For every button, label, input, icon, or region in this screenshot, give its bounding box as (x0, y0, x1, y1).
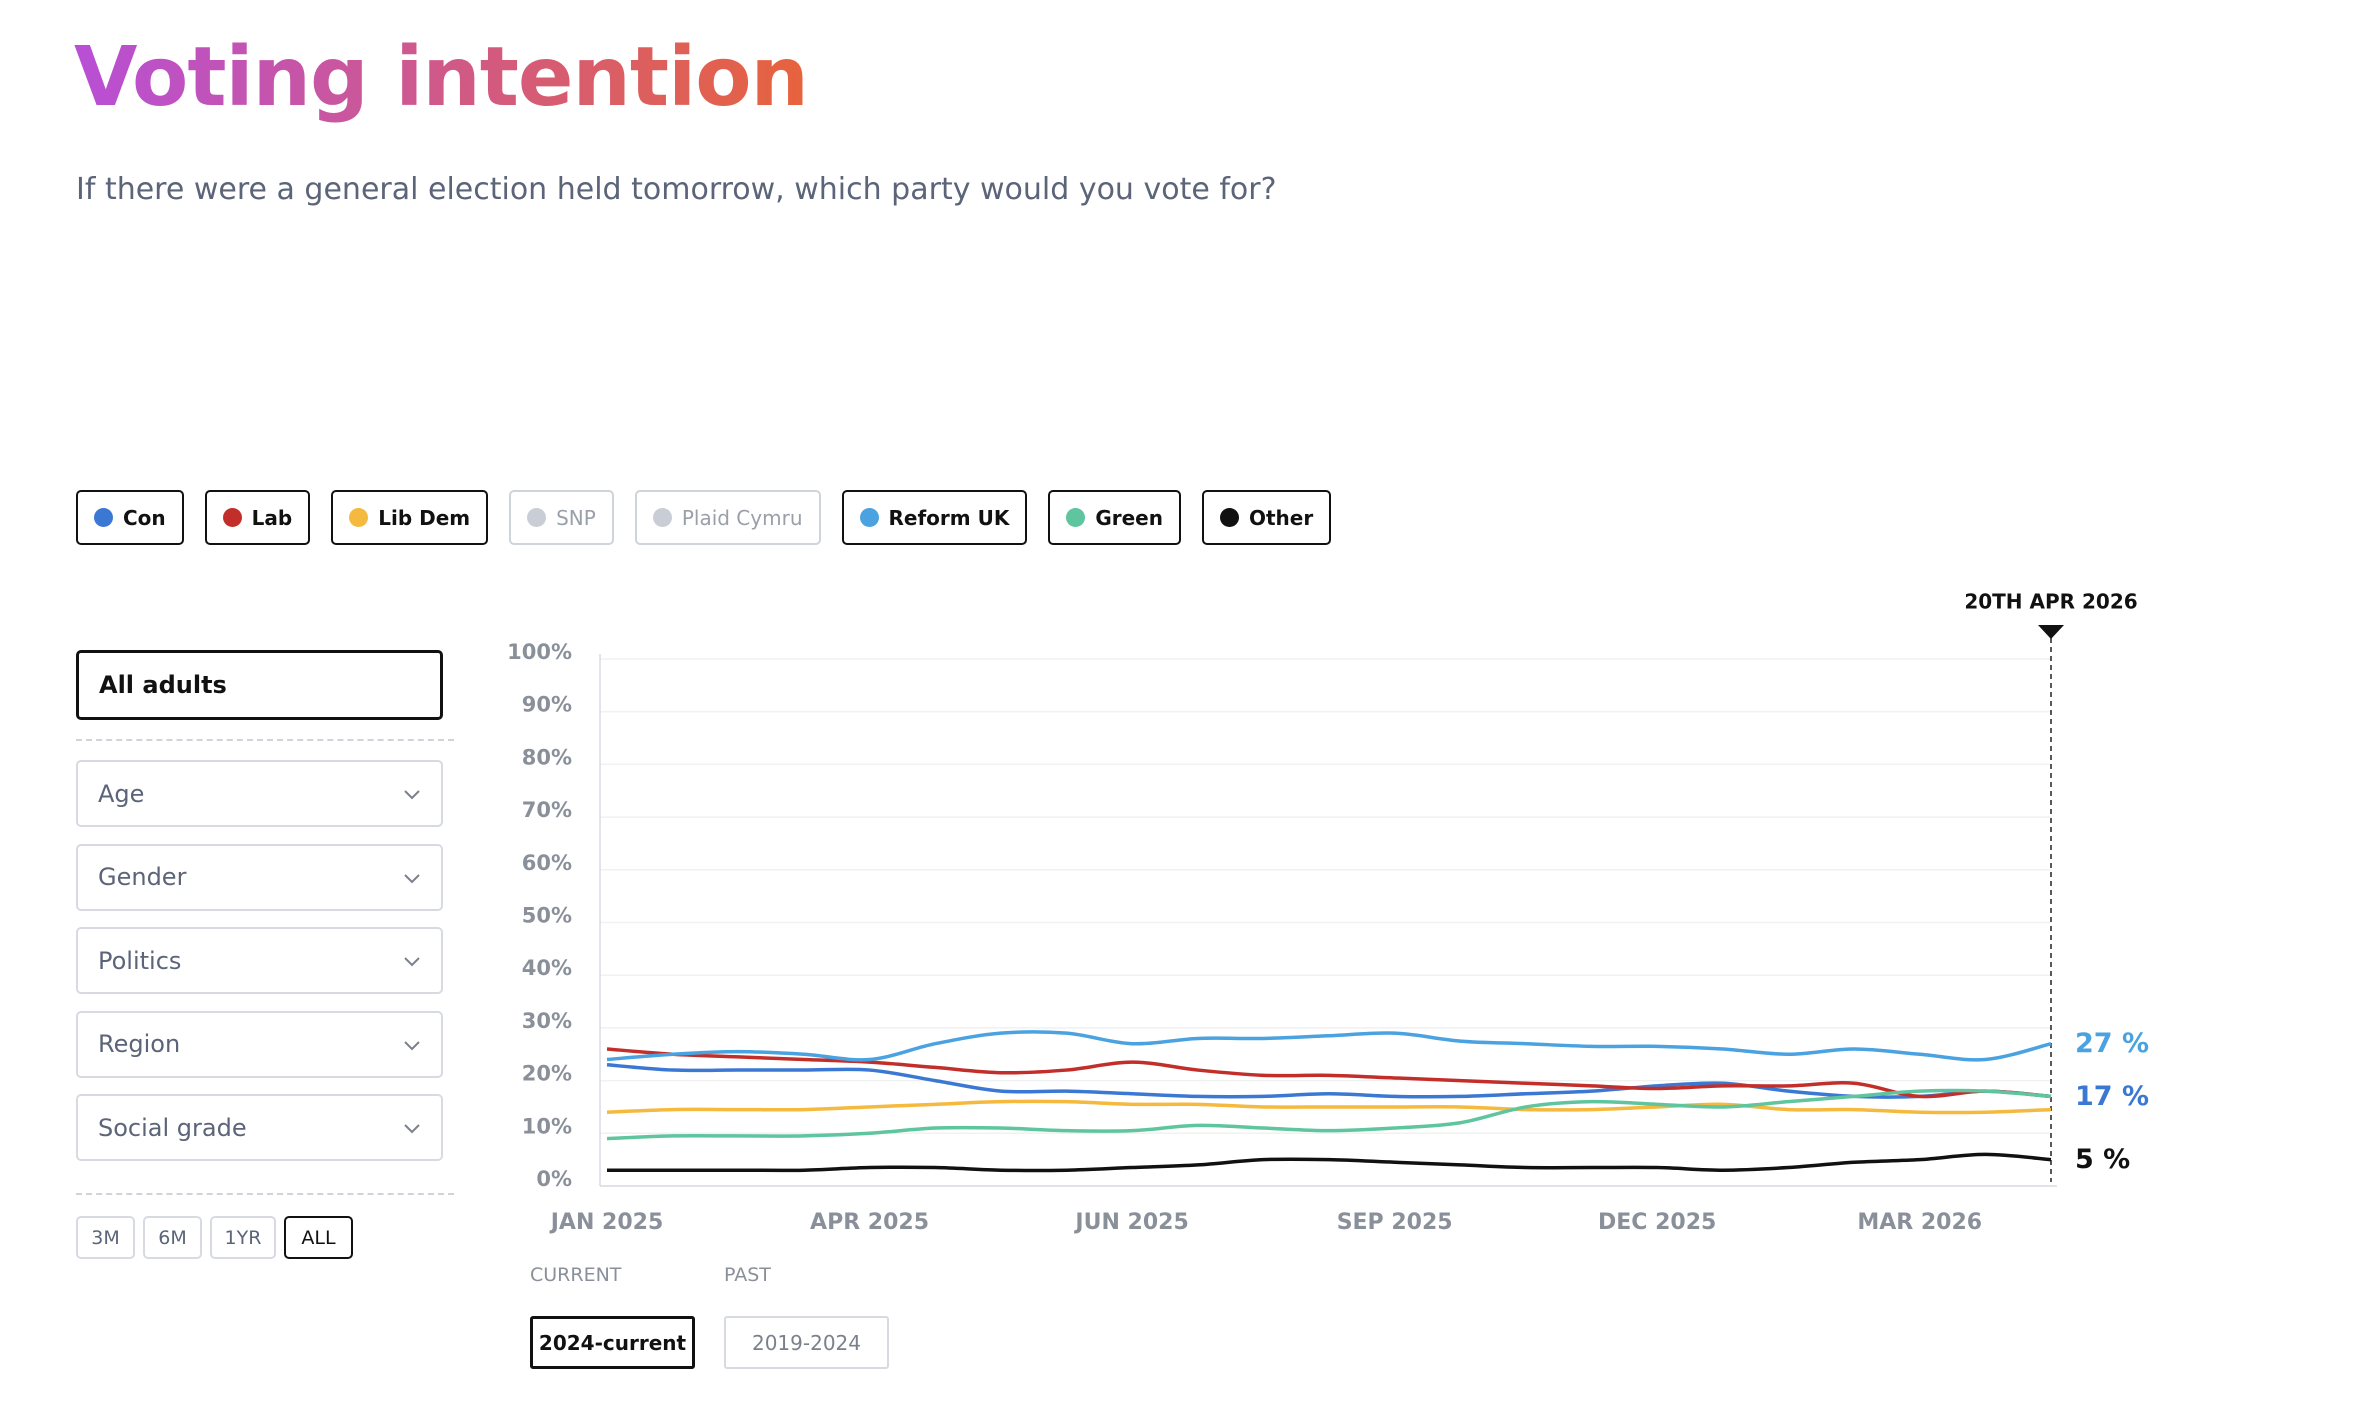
legend-label: Green (1095, 505, 1163, 530)
series-line (606, 1099, 2052, 1115)
chevron (404, 1040, 420, 1050)
y-tick-label: 100% (507, 640, 572, 664)
dataset-button[interactable]: 2024-current (530, 1316, 695, 1369)
chevron-line (404, 873, 420, 883)
page-subtitle: If there were a general election held to… (76, 172, 1277, 207)
period-button[interactable]: 6M (143, 1216, 202, 1259)
period-button[interactable]: ALL (284, 1216, 353, 1259)
chevron (404, 790, 420, 800)
chevron-line (404, 957, 420, 967)
y-tick-label: 70% (522, 798, 572, 822)
party-toggles: Con Lab Lib Dem SNP Plaid Cymru Reform UK Gree… (76, 490, 1332, 545)
chevron-line (404, 790, 420, 800)
legend-swatch (1219, 508, 1239, 527)
party-toggle[interactable]: Lib Dem (331, 490, 489, 545)
party-toggle[interactable]: Green (1048, 490, 1181, 545)
date-marker-label: 20TH APR 2026 (1964, 590, 2137, 614)
x-tick-label: JAN 2025 (549, 1210, 664, 1235)
legend-label: Plaid Cymru (681, 505, 803, 530)
end-value-label: 27 % (2075, 1028, 2149, 1059)
dataset-button[interactable]: 2019-2024 (724, 1316, 889, 1369)
party-toggle[interactable]: Reform UK (841, 490, 1028, 545)
period-button[interactable]: 3M (76, 1216, 135, 1259)
y-tick-label: 60% (522, 851, 572, 875)
legend-swatch (349, 508, 369, 527)
x-tick-label: MAR 2026 (1857, 1210, 1982, 1235)
series-line (607, 1152, 2052, 1173)
x-tick-label: JUN 2025 (1073, 1210, 1188, 1235)
party-toggle[interactable]: Other (1201, 490, 1332, 545)
series-line (606, 1047, 2052, 1099)
legend-swatch (94, 508, 113, 527)
x-tick-label: SEP 2025 (1337, 1210, 1453, 1235)
y-tick-label: 50% (522, 904, 572, 928)
legend-label: Lab (251, 505, 293, 530)
section-heading: CURRENT (530, 1264, 622, 1286)
legend-swatch (652, 508, 672, 527)
series-line (606, 1063, 2052, 1099)
y-tick-label: 0% (536, 1167, 572, 1191)
y-tick-label: 80% (522, 745, 572, 769)
legend-swatch (1066, 508, 1086, 527)
dropdown[interactable]: Age (76, 760, 443, 827)
legend-swatch (859, 508, 879, 527)
x-tick-label: DEC 2025 (1598, 1210, 1716, 1235)
legend-label: Lib Dem (378, 505, 471, 530)
party-toggle[interactable]: SNP (509, 490, 614, 545)
page-title: Voting intention (74, 30, 809, 125)
chevron-line (404, 1040, 420, 1050)
divider (76, 1193, 454, 1195)
chevron (404, 873, 420, 883)
end-value-label: 17 % (2075, 1081, 2149, 1112)
legend-label: Other (1248, 505, 1314, 530)
dropdown[interactable]: Social grade (76, 1094, 443, 1161)
chevron-line (404, 1124, 420, 1134)
y-tick-label: 20% (522, 1062, 572, 1086)
chevron (404, 957, 420, 967)
y-tick-label: 90% (522, 693, 572, 717)
y-tick-label: 30% (522, 1009, 572, 1033)
audience-select[interactable]: All adults (76, 650, 443, 720)
legend-label: Reform UK (888, 505, 1010, 530)
legend-swatch (527, 508, 547, 527)
legend-swatch (222, 508, 242, 527)
chart: 0% 10% 20% 30% 40% 50% 60% 70% 80% 90% 100% JAN 202… (507, 590, 2149, 1236)
dropdown[interactable]: Gender (76, 843, 443, 911)
legend-label: SNP (556, 505, 596, 530)
y-tick-label: 10% (522, 1114, 572, 1138)
end-value-label: 5 % (2075, 1144, 2130, 1175)
dropdown[interactable]: Region (76, 1010, 443, 1078)
party-toggle[interactable]: Plaid Cymru (634, 490, 821, 545)
chevron (404, 1124, 420, 1134)
section-heading: PAST (724, 1264, 771, 1286)
x-tick-label: APR 2025 (810, 1210, 929, 1235)
y-tick-label: 40% (522, 956, 572, 980)
party-toggle[interactable]: Con (76, 490, 184, 545)
legend-label: Con (123, 505, 166, 530)
party-toggle[interactable]: Lab (204, 490, 311, 545)
divider (76, 739, 454, 741)
series-line (606, 1088, 2052, 1141)
dropdown[interactable]: Politics (76, 927, 443, 994)
period-button[interactable]: 1YR (210, 1216, 276, 1259)
date-marker-arrow (2038, 625, 2064, 639)
series-line (606, 1030, 2052, 1062)
